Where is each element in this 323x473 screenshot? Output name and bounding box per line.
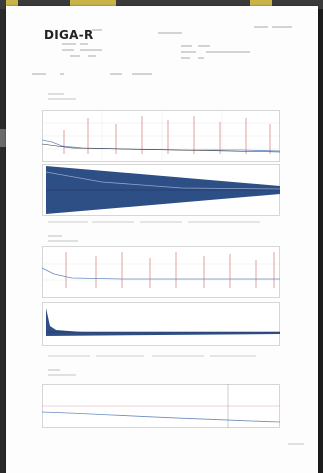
- chart-1: [42, 110, 280, 162]
- section3-label: [48, 369, 76, 376]
- chart-5: [42, 384, 280, 428]
- chart-4: [42, 302, 280, 346]
- report-page: DIGA-R: [6, 6, 318, 473]
- chart-2: [42, 164, 280, 216]
- section2-label: [48, 235, 78, 242]
- chart-3: [42, 246, 280, 298]
- viewer-top-bar: [0, 0, 323, 9]
- viewer-tab[interactable]: [6, 0, 18, 8]
- rail-handle[interactable]: [0, 129, 6, 147]
- header-text-block: [32, 26, 292, 75]
- caption-line-1: [48, 221, 260, 223]
- page-number: [288, 443, 304, 445]
- viewer-tab[interactable]: [70, 0, 116, 8]
- report-logo: DIGA-R: [44, 28, 94, 42]
- caption-line-2: [48, 355, 256, 357]
- viewer-tab[interactable]: [250, 0, 272, 8]
- viewer-left-rail: [0, 9, 6, 473]
- section1-label: [48, 93, 76, 100]
